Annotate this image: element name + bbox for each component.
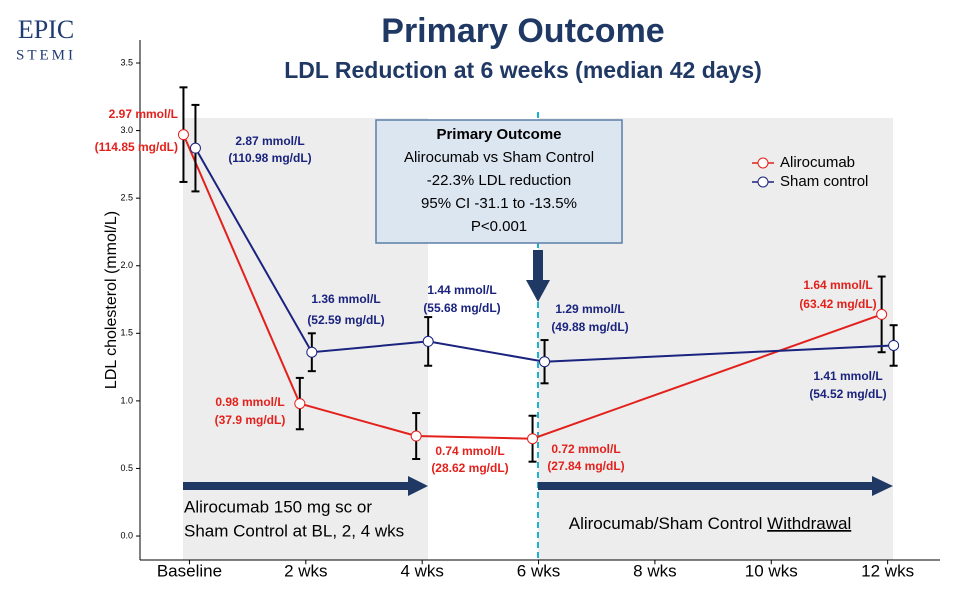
phase-arrow [183, 482, 411, 490]
annotation-line: P<0.001 [471, 218, 527, 235]
chart-subtitle: LDL Reduction at 6 weeks (median 42 days… [284, 57, 762, 83]
point [539, 356, 551, 368]
data-label: 2.97 mmol/L [109, 107, 178, 121]
y-tick-label: 2.5 [120, 193, 133, 203]
phase-text: Sham Control at BL, 2, 4 wks [184, 521, 404, 540]
phase-text-underlined: Withdrawal [767, 514, 851, 533]
y-tick-label: 1.5 [120, 328, 133, 338]
chart-title: Primary Outcome [381, 12, 664, 50]
y-tick-label: 0.0 [120, 530, 133, 540]
point [422, 335, 434, 347]
data-label: 1.36 mmol/L [311, 292, 380, 306]
down-arrow [533, 250, 543, 282]
phase-text: Alirocumab/Sham Control Withdrawal [569, 514, 852, 533]
legend-marker [757, 176, 769, 188]
phase-arrow-head [408, 476, 428, 496]
data-label: (49.88 mg/dL) [551, 320, 628, 334]
y-tick-label: 3.5 [120, 57, 133, 67]
annotation-title: Primary Outcome [436, 126, 561, 143]
x-tick-label: 12 wks [861, 561, 914, 580]
data-label: (27.84 mg/dL) [547, 459, 624, 473]
point [189, 142, 201, 154]
data-label: 1.44 mmol/L [427, 283, 496, 297]
data-label: (55.68 mg/dL) [423, 301, 500, 315]
phase-arrow [538, 482, 875, 490]
phase-arrow-head [872, 476, 893, 496]
x-tick-label: 8 wks [633, 561, 676, 580]
data-label: 0.72 mmol/L [551, 442, 620, 456]
legend-label: Alirocumab [780, 154, 855, 171]
point [876, 308, 888, 320]
point [294, 398, 306, 410]
data-label: 1.41 mmol/L [813, 369, 882, 383]
point [177, 129, 189, 141]
down-arrow-head [526, 280, 550, 302]
phase-text: Alirocumab 150 mg sc or [184, 497, 372, 516]
data-label: (110.98 mg/dL) [228, 151, 311, 165]
annotation-line: Alirocumab vs Sham Control [404, 149, 594, 166]
legend-label: Sham control [780, 173, 868, 190]
data-label: (37.9 mg/dL) [215, 413, 286, 427]
point [888, 339, 900, 351]
data-label: (63.42 mg/dL) [799, 297, 876, 311]
point [306, 346, 318, 358]
data-label: (52.59 mg/dL) [307, 313, 384, 327]
y-tick-label: 3.0 [120, 125, 133, 135]
x-tick-label: Baseline [157, 561, 222, 580]
data-label: 2.87 mmol/L [235, 134, 304, 148]
data-label: 1.29 mmol/L [555, 302, 624, 316]
legend-marker [757, 157, 769, 169]
data-label: 0.98 mmol/L [215, 395, 284, 409]
x-tick-label: 4 wks [400, 561, 443, 580]
x-tick-label: 10 wks [745, 561, 798, 580]
data-label: 0.74 mmol/L [435, 444, 504, 458]
annotation-box [375, 119, 623, 244]
logo-top: EPIC [18, 15, 74, 44]
phase-text-part: Alirocumab/Sham Control [569, 514, 767, 533]
logo-bottom: STEMI [16, 47, 76, 63]
point [527, 433, 539, 445]
data-label: 1.64 mmol/L [803, 278, 872, 292]
annotation-line: -22.3% LDL reduction [427, 172, 572, 189]
data-label: (54.52 mg/dL) [809, 387, 886, 401]
data-label: (114.85 mg/dL) [95, 140, 178, 154]
y-tick-label: 2.0 [120, 260, 133, 270]
point [410, 430, 422, 442]
y-axis-label: LDL cholesterol (mmol/L) [103, 211, 120, 389]
x-tick-label: 2 wks [284, 561, 327, 580]
y-tick-label: 1.0 [120, 395, 133, 405]
data-label: (28.62 mg/dL) [431, 461, 508, 475]
y-tick-label: 0.5 [120, 463, 133, 473]
annotation-line: 95% CI -31.1 to -13.5% [421, 195, 577, 212]
x-tick-label: 6 wks [517, 561, 560, 580]
